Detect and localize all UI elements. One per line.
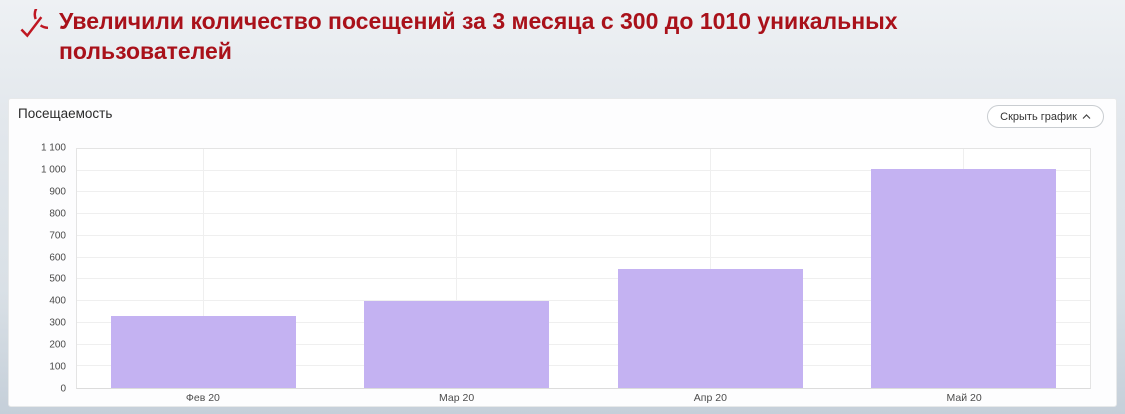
- bar-slot: [584, 149, 837, 388]
- y-tick-label: 0: [60, 383, 66, 395]
- y-tick-label: 900: [49, 186, 66, 198]
- gridline-horizontal: [77, 343, 1090, 345]
- gridline-horizontal: [77, 321, 1090, 323]
- gridline-horizontal: [77, 365, 1090, 367]
- achievement-header: Увеличили количество посещений за 3 меся…: [10, 0, 1024, 66]
- hide-chart-button[interactable]: Скрыть график: [987, 105, 1104, 128]
- y-tick-label: 100: [49, 361, 66, 373]
- chart-title: Посещаемость: [18, 106, 113, 121]
- chevron-up-icon: [1082, 113, 1091, 119]
- gridline-horizontal: [77, 169, 1090, 171]
- x-tick-label: Мар 20: [439, 392, 475, 404]
- bar-slot: [330, 149, 583, 388]
- y-tick-label: 700: [49, 230, 66, 242]
- x-tick-label: Май 20: [946, 392, 982, 404]
- y-tick-label: 800: [49, 208, 66, 220]
- y-tick-label: 600: [49, 252, 66, 264]
- check-circle-icon: [10, 0, 63, 54]
- x-axis: Фев 20 Мар 20 Апр 20 Май 20: [76, 392, 1091, 406]
- achievement-title: Увеличили количество посещений за 3 меся…: [59, 8, 898, 64]
- y-tick-label: 400: [49, 295, 66, 307]
- y-tick-label: 1 000: [40, 164, 66, 176]
- gridline-horizontal: [77, 256, 1090, 258]
- x-tick-label: Фев 20: [185, 392, 220, 404]
- bar-slot: [837, 149, 1090, 388]
- bar-slot: [77, 149, 330, 388]
- gridline-horizontal: [77, 191, 1090, 193]
- bar-апр-20: [617, 268, 803, 388]
- bar-фев-20: [111, 316, 297, 388]
- bars-layer: [77, 149, 1090, 388]
- y-axis: 0 100 200 300 400 500 600 700 800 900 1 000 1 100: [9, 143, 66, 395]
- x-tick-label: Апр 20: [693, 392, 727, 404]
- bar-мар-20: [364, 301, 550, 388]
- y-tick-label: 300: [49, 317, 66, 329]
- gridline-horizontal: [77, 213, 1090, 215]
- traffic-chart-card: Посещаемость Скрыть график 0 100 200 300 400…: [8, 98, 1117, 407]
- bar-май-20: [870, 168, 1056, 388]
- gridline-horizontal: [77, 278, 1090, 280]
- gridline-horizontal: [77, 234, 1090, 236]
- plot-area: [76, 148, 1091, 389]
- gridline-horizontal: [77, 300, 1090, 302]
- gridline-vertical: [456, 149, 458, 388]
- gridline-vertical: [203, 149, 205, 388]
- chart-card-header: Посещаемость Скрыть график: [9, 99, 1116, 133]
- hide-chart-label: Скрыть график: [1000, 110, 1077, 123]
- y-tick-label: 200: [49, 339, 66, 351]
- y-tick-label: 1 100: [40, 142, 66, 154]
- y-tick-label: 500: [49, 273, 66, 285]
